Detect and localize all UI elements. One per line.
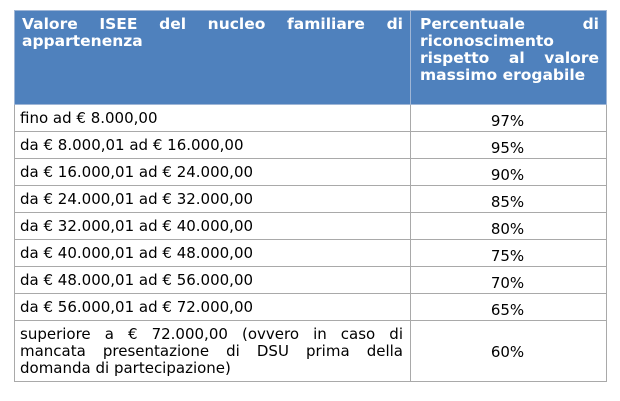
row-percent-cell: 90% bbox=[410, 158, 607, 186]
row-percent-cell: 80% bbox=[410, 212, 607, 240]
row-range-cell: da € 40.000,01 ad € 48.000,00 bbox=[14, 239, 411, 267]
table-row: superiore a € 72.000,00 (ovvero in caso … bbox=[14, 320, 607, 382]
row-percent-cell: 70% bbox=[410, 266, 607, 294]
isee-percentage-table: Valore ISEE del nucleo familiare di appa… bbox=[14, 10, 607, 382]
table-body: fino ad € 8.000,00 97% da € 8.000,01 ad … bbox=[14, 104, 607, 382]
table-row: da € 24.000,01 ad € 32.000,00 85% bbox=[14, 185, 607, 213]
header-percentage: Percentuale di riconoscimento rispetto a… bbox=[410, 10, 607, 105]
row-range-cell: da € 48.000,01 ad € 56.000,00 bbox=[14, 266, 411, 294]
row-percent-cell: 85% bbox=[410, 185, 607, 213]
table-row: da € 32.000,01 ad € 40.000,00 80% bbox=[14, 212, 607, 240]
row-range-cell: da € 16.000,01 ad € 24.000,00 bbox=[14, 158, 411, 186]
table-row: da € 40.000,01 ad € 48.000,00 75% bbox=[14, 239, 607, 267]
row-percent-cell: 65% bbox=[410, 293, 607, 321]
row-range-cell: superiore a € 72.000,00 (ovvero in caso … bbox=[14, 320, 411, 382]
table-row: da € 8.000,01 ad € 16.000,00 95% bbox=[14, 131, 607, 159]
table-row: da € 16.000,01 ad € 24.000,00 90% bbox=[14, 158, 607, 186]
row-range-cell: da € 24.000,01 ad € 32.000,00 bbox=[14, 185, 411, 213]
row-range-cell: da € 32.000,01 ad € 40.000,00 bbox=[14, 212, 411, 240]
header-isee-value: Valore ISEE del nucleo familiare di appa… bbox=[14, 10, 411, 105]
header-row: Valore ISEE del nucleo familiare di appa… bbox=[14, 10, 607, 105]
table-row: da € 48.000,01 ad € 56.000,00 70% bbox=[14, 266, 607, 294]
row-range-cell: da € 56.000,01 ad € 72.000,00 bbox=[14, 293, 411, 321]
row-range-cell: da € 8.000,01 ad € 16.000,00 bbox=[14, 131, 411, 159]
row-percent-cell: 97% bbox=[410, 104, 607, 132]
table-row: fino ad € 8.000,00 97% bbox=[14, 104, 607, 132]
table-header: Valore ISEE del nucleo familiare di appa… bbox=[14, 10, 607, 105]
table-row: da € 56.000,01 ad € 72.000,00 65% bbox=[14, 293, 607, 321]
row-percent-cell: 60% bbox=[410, 320, 607, 382]
row-percent-cell: 95% bbox=[410, 131, 607, 159]
row-percent-cell: 75% bbox=[410, 239, 607, 267]
row-range-cell: fino ad € 8.000,00 bbox=[14, 104, 411, 132]
